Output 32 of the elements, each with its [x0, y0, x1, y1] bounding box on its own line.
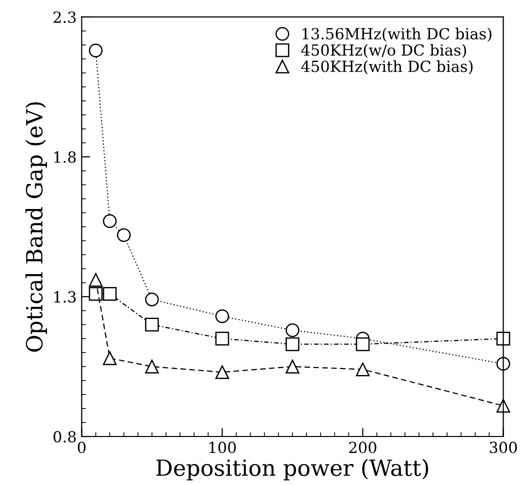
- point: [356, 337, 370, 352]
- point: [215, 332, 230, 346]
- point: [145, 318, 159, 332]
- y-axis-title: Optical Band Gap (eV): [25, 102, 47, 352]
- point: [286, 337, 300, 352]
- point: [356, 362, 370, 376]
- point: [286, 323, 300, 338]
- point: [88, 286, 103, 301]
- y-tick-label: 1.8: [54, 151, 76, 163]
- point: [102, 351, 117, 366]
- x-tick-label: 200: [349, 442, 376, 454]
- point: [496, 332, 510, 346]
- x-tick-label: 100: [210, 442, 236, 454]
- point: [116, 228, 131, 242]
- point: [145, 360, 159, 374]
- point: [88, 44, 103, 58]
- y-tick-label: 1.3: [54, 291, 76, 303]
- y-tick-label: 2.3: [54, 11, 76, 23]
- point: [145, 292, 159, 306]
- legend-label: 450KHz(w/o DC bias): [301, 44, 466, 58]
- legend-label: 450KHz(with DC bias): [301, 60, 473, 74]
- point: [215, 309, 230, 324]
- legend-label: 13.56MHz(with DC bias): [302, 28, 492, 42]
- point: [88, 273, 103, 287]
- point: [286, 360, 300, 374]
- y-tick-label: 0.8: [54, 430, 76, 443]
- point: [102, 286, 117, 301]
- x-tick-label: 0: [78, 442, 86, 454]
- point: [215, 365, 230, 380]
- point: [102, 214, 117, 228]
- x-axis-title: Deposition power (Watt): [156, 458, 428, 480]
- x-tick-label: 300: [490, 442, 517, 454]
